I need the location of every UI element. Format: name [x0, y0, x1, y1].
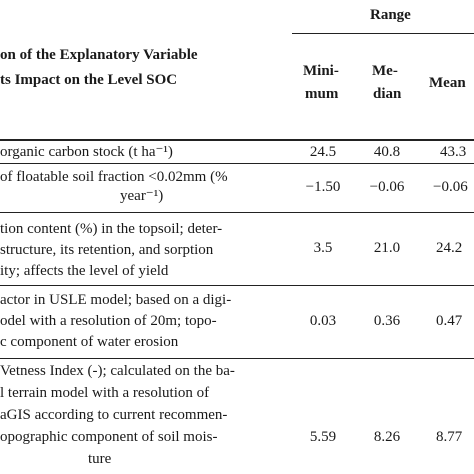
row2-desc-line1: of floatable soil fraction <0.02mm (% — [0, 169, 228, 185]
row4-median: 0.36 — [373, 313, 401, 329]
row2-min: −1.50 — [305, 179, 341, 195]
row1-desc-line1: organic carbon stock (t ha⁻¹) — [0, 144, 173, 160]
row4-min: 0.03 — [309, 313, 337, 329]
row4-desc-line2: odel with a resolution of 20m; topo- — [0, 313, 217, 329]
row2-mean: −0.06 — [433, 179, 468, 195]
row5-mean: 8.77 — [436, 429, 463, 445]
row5-desc-line4: opographic component of soil mois- — [0, 429, 218, 445]
row5-desc-line5: ture — [88, 451, 112, 467]
row4-rule — [0, 358, 474, 359]
row2-desc-line2: year⁻¹) — [120, 188, 164, 204]
row4-mean: 0.47 — [436, 313, 463, 329]
row3-desc-line2: structure, its retention, and sorption — [0, 242, 214, 258]
row5-desc-line1: Vetness Index (-); calculated on the ba- — [0, 363, 235, 379]
minimum-header-line1: Mini- — [303, 63, 339, 79]
range-header-rule — [292, 33, 474, 34]
row5-min: 5.59 — [309, 429, 337, 445]
row1-rule — [0, 163, 474, 164]
row5-desc-line3: aGIS according to current recommen- — [0, 407, 228, 423]
row2-median: −0.06 — [369, 179, 405, 195]
row2-rule — [0, 212, 474, 213]
row5-desc-line2: l terrain model with a resolution of — [0, 385, 210, 401]
row3-mean: 24.2 — [436, 240, 463, 256]
variable-header-line2: ts Impact on the Level SOC — [0, 72, 178, 88]
row3-median: 21.0 — [373, 240, 401, 256]
row3-desc-line3: ity; affects the level of yield — [0, 263, 169, 279]
variable-header-line1: on of the Explanatory Variable — [0, 47, 198, 63]
row5-median: 8.26 — [373, 429, 401, 445]
median-header-line1: Me- — [372, 63, 398, 79]
row3-desc-line1: tion content (%) in the topsoil; deter- — [0, 221, 223, 237]
median-header-line2: dian — [373, 86, 402, 102]
row3-min: 3.5 — [313, 240, 333, 256]
row4-desc-line1: actor in USLE model; based on a digi- — [0, 292, 232, 308]
row1-median: 40.8 — [373, 144, 401, 160]
row3-rule — [0, 285, 474, 286]
row1-min: 24.5 — [309, 144, 337, 160]
mean-header: Mean — [429, 75, 466, 91]
row4-desc-line3: c component of water erosion — [0, 334, 179, 350]
header-bottom-rule — [0, 139, 474, 141]
row1-mean: 43.3 — [440, 144, 467, 160]
range-header: Range — [370, 7, 411, 23]
minimum-header-line2: mum — [305, 86, 339, 102]
